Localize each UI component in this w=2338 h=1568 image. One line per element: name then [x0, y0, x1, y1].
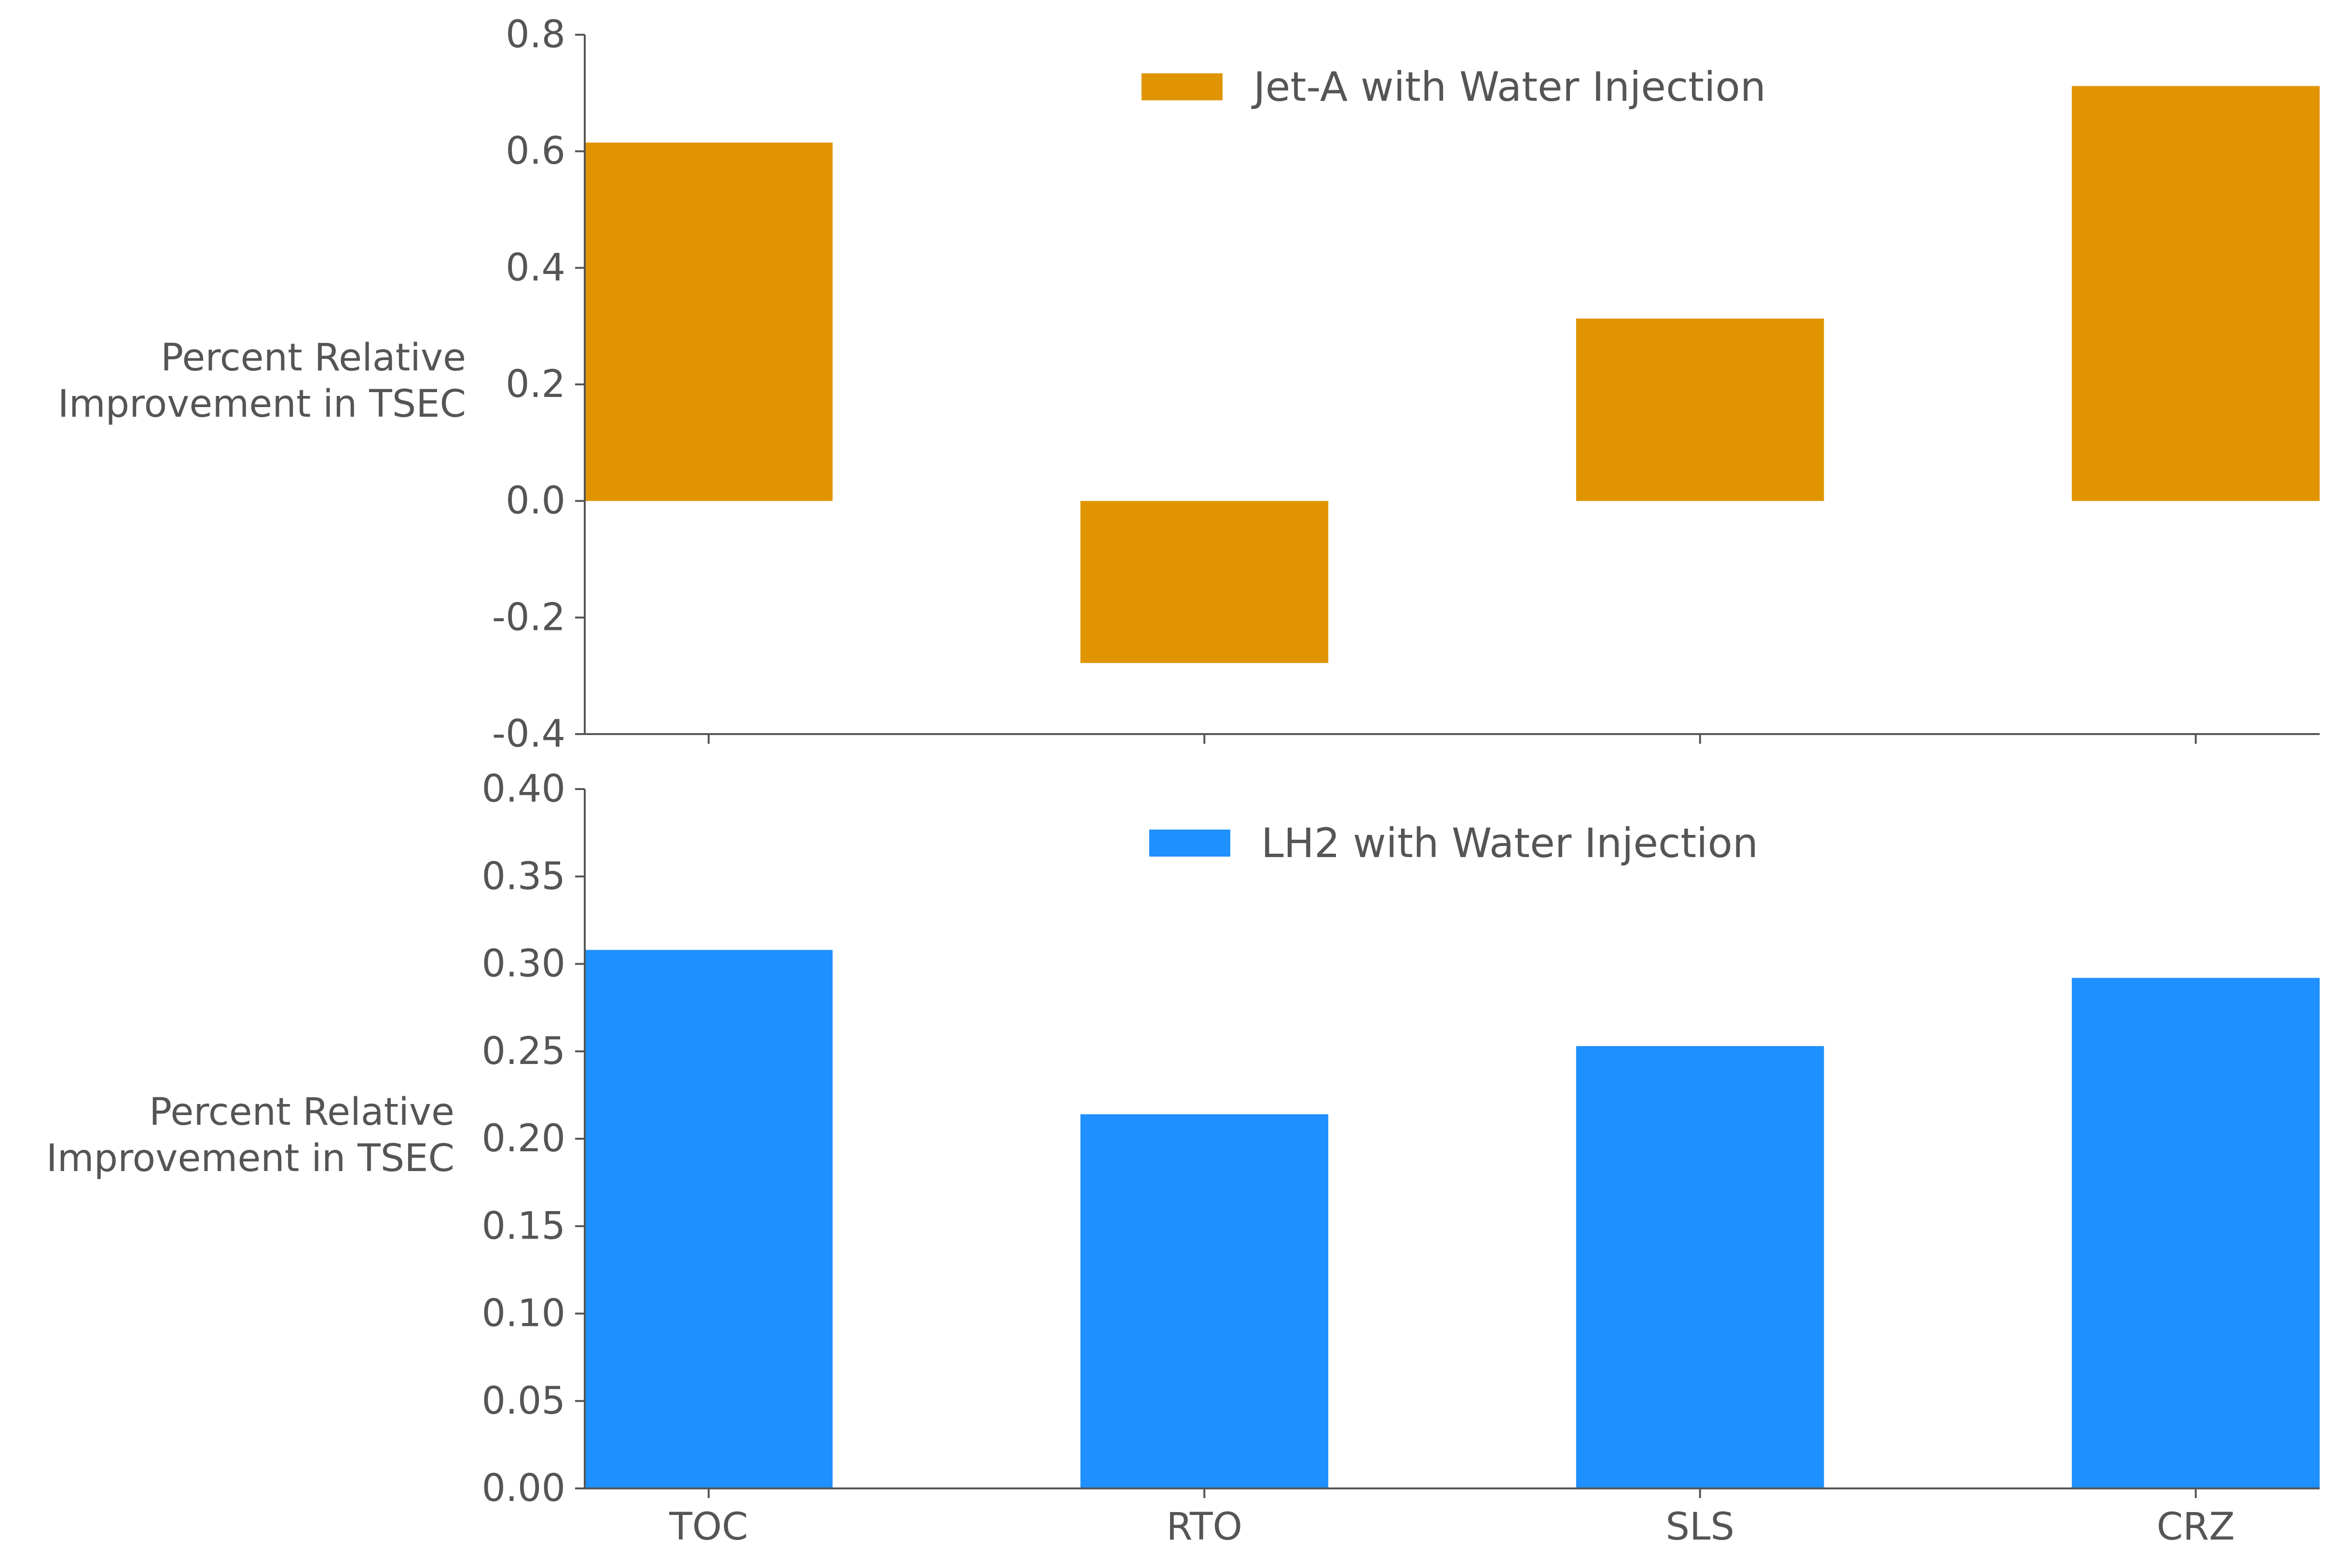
bar-crz — [2072, 86, 2320, 501]
bar-toc — [585, 950, 833, 1488]
bar-crz — [2072, 978, 2320, 1488]
legend-swatch — [1141, 73, 1223, 100]
y-tick-label: 0.30 — [481, 942, 565, 986]
y-tick-label: 0.05 — [481, 1379, 565, 1423]
y-tick-label: 0.6 — [506, 130, 565, 173]
y-tick-label: 0.00 — [481, 1467, 565, 1510]
bar-rto — [1080, 1114, 1329, 1488]
y-axis-label: Percent Relative — [149, 1091, 454, 1134]
x-tick-label: TOC — [669, 1505, 748, 1549]
x-tick-label: RTO — [1167, 1505, 1243, 1549]
y-tick-label: -0.2 — [492, 596, 565, 639]
y-tick-label: 0.25 — [481, 1030, 565, 1073]
y-tick-label: 0.0 — [506, 479, 565, 523]
legend-label: Jet-A with Water Injection — [1251, 63, 1766, 110]
y-tick-label: 0.15 — [481, 1204, 565, 1248]
x-tick-label: CRZ — [2157, 1505, 2235, 1549]
y-tick-label: 0.4 — [506, 246, 565, 289]
bar-rto — [1080, 501, 1329, 663]
legend-swatch — [1149, 830, 1230, 857]
y-tick-label: 0.8 — [506, 13, 565, 56]
bar-sls — [1576, 318, 1824, 501]
y-tick-label: -0.4 — [492, 712, 565, 756]
y-tick-label: 0.20 — [481, 1117, 565, 1160]
bar-toc — [585, 142, 833, 501]
y-axis-label: Improvement in TSEC — [58, 382, 466, 426]
y-tick-label: 0.35 — [481, 855, 565, 898]
legend-label: LH2 with Water Injection — [1261, 819, 1758, 867]
y-axis-label: Percent Relative — [161, 336, 466, 380]
y-axis-label: Improvement in TSEC — [46, 1137, 454, 1180]
y-tick-label: 0.40 — [481, 767, 565, 811]
x-tick-label: SLS — [1665, 1505, 1734, 1549]
y-tick-label: 0.10 — [481, 1292, 565, 1336]
chart-panel-1: -0.4 -0.2 0.0 0.2 0.4 0.6 0.8 Percent RelativeI… — [58, 13, 2320, 756]
y-tick-label: 0.2 — [506, 363, 565, 406]
chart-panel-2: 0.00 0.05 0.10 0.15 0.20 0.25 0.30 0.35 0.40 TOC R… — [46, 767, 2320, 1549]
bar-sls — [1576, 1046, 1824, 1488]
